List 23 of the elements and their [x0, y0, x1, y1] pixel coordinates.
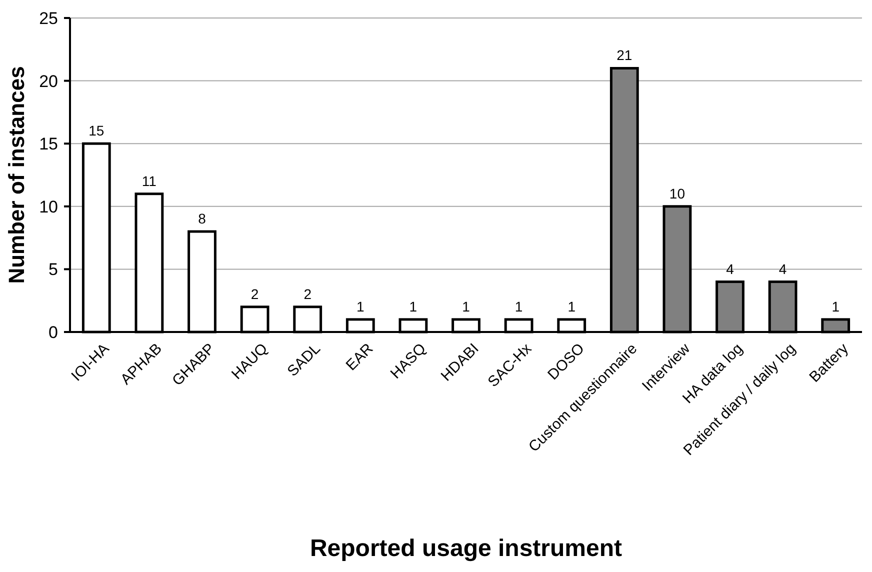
data-label: 1: [409, 298, 418, 314]
y-tick-label: 10: [39, 197, 58, 216]
data-label: 10: [669, 185, 686, 202]
y-tick-label: 20: [39, 72, 58, 91]
data-label: 8: [198, 210, 206, 227]
data-label: 1: [462, 298, 470, 314]
data-label: 15: [88, 122, 104, 139]
y-tick-label: 5: [48, 260, 58, 280]
data-label: 4: [726, 260, 734, 277]
data-label: 1: [832, 298, 840, 314]
y-tick-label: 0: [48, 322, 58, 342]
x-axis-title: Reported usage instrument: [310, 535, 622, 562]
data-label: 1: [356, 298, 364, 314]
y-tick-label: 15: [39, 134, 58, 154]
data-label: 21: [616, 47, 632, 64]
data-label: 1: [568, 298, 576, 314]
data-label: 4: [778, 260, 787, 277]
data-label: 2: [304, 286, 312, 302]
data-label: 11: [142, 172, 157, 189]
data-label: 1: [514, 298, 523, 314]
y-axis-title: Number of instances: [4, 66, 29, 284]
y-tick-label: 25: [39, 8, 58, 28]
data-label: 2: [250, 286, 259, 302]
